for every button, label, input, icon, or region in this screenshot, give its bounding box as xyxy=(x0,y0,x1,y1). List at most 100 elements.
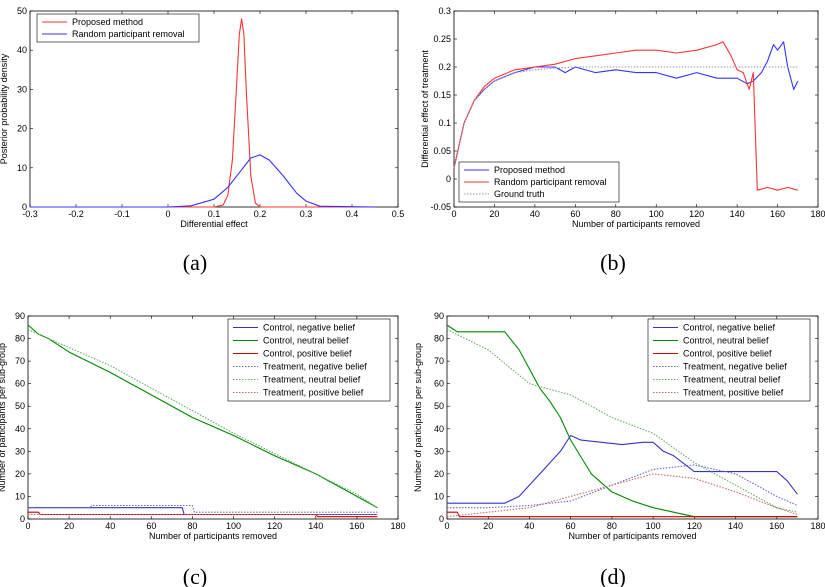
y-tick-label: 0 xyxy=(439,514,444,524)
y-tick-label: 50 xyxy=(15,401,25,411)
x-tick-label: 80 xyxy=(611,209,621,219)
y-tick-label: 0.2 xyxy=(438,62,451,72)
x-tick-label: 80 xyxy=(607,521,617,531)
series-line-5 xyxy=(446,329,798,513)
y-tick-label: 0 xyxy=(22,202,27,212)
x-tick-label: 140 xyxy=(308,521,323,531)
x-axis-label: Number of participants removed xyxy=(572,219,700,229)
legend-label: Control, negative belief xyxy=(683,323,776,333)
x-tick-label: 180 xyxy=(810,209,825,219)
x-tick-label: 120 xyxy=(689,209,704,219)
x-tick-label: -0.3 xyxy=(22,209,38,219)
legend-label: Control, neutral belief xyxy=(263,336,349,346)
chart-panel-a: -0.3 -0.2 -0.1 0 0.1 0.2 0.3 0.4 0.5 0 10 20 30 40 50 D… xyxy=(0,6,404,275)
x-tick-label: 40 xyxy=(530,209,540,219)
series-line-4 xyxy=(28,504,378,513)
legend: Control, negative belief Control, neutral… xyxy=(647,318,811,402)
y-tick-label: 60 xyxy=(15,379,25,389)
x-axis-label: Number of participants removed xyxy=(149,531,277,541)
x-tick-label: 40 xyxy=(524,521,534,531)
x-tick-label: 160 xyxy=(769,521,784,531)
legend-label: Treatment, negative belief xyxy=(263,362,367,372)
panel-label: (b) xyxy=(600,250,626,275)
y-tick-label: 30 xyxy=(15,446,25,456)
series-line-1 xyxy=(447,434,798,504)
y-axis-label: Differential effect of treatment xyxy=(420,50,430,168)
legend-label: Treatment, neutral belief xyxy=(263,375,361,385)
x-tick-label: 160 xyxy=(770,209,785,219)
series-line-1 xyxy=(30,18,375,208)
x-tick-label: 140 xyxy=(730,209,745,219)
y-tick-label: 40 xyxy=(17,45,27,55)
legend-label: Proposed method xyxy=(72,17,143,27)
series-line-6 xyxy=(446,473,798,518)
y-tick-label: 30 xyxy=(434,446,444,456)
y-tick-label: 0.25 xyxy=(433,34,451,44)
x-axis-label: Number of participants removed xyxy=(568,531,696,541)
y-tick-label: 30 xyxy=(17,84,27,94)
y-tick-label: 0.3 xyxy=(438,6,451,16)
y-tick-label: 10 xyxy=(434,491,444,501)
y-tick-label: 0 xyxy=(20,514,25,524)
x-tick-label: 160 xyxy=(349,521,364,531)
x-tick-label: 40 xyxy=(105,521,115,531)
y-axis-label: Posterior probability density xyxy=(0,53,9,164)
series-line-4 xyxy=(447,464,798,509)
x-tick-label: 0 xyxy=(165,209,170,219)
y-tick-label: 40 xyxy=(434,424,444,434)
x-tick-label: 0.1 xyxy=(208,209,221,219)
x-tick-label: 0 xyxy=(451,209,456,219)
panel-label: (d) xyxy=(600,564,626,587)
legend-box xyxy=(36,13,200,43)
y-tick-label: 50 xyxy=(17,6,27,16)
y-axis-label: Number of participants per sub-group xyxy=(413,343,423,492)
x-tick-label: 20 xyxy=(483,521,493,531)
chart-panel-c: 0 20 40 60 80 100 120 140 160 180 0 10 20 30 40 50 60 70 8… xyxy=(0,311,406,587)
y-axis-label: Number of participants per sub-group xyxy=(0,343,7,492)
x-tick-label: 120 xyxy=(687,521,702,531)
series-line-3 xyxy=(447,511,798,518)
x-tick-label: 60 xyxy=(146,521,156,531)
y-tick-label: 0.1 xyxy=(438,118,451,128)
series-line-1 xyxy=(453,41,799,168)
y-tick-label: 40 xyxy=(15,424,25,434)
legend: Control, negative belief Control, neutral… xyxy=(227,318,391,402)
x-tick-label: 100 xyxy=(226,521,241,531)
series-line-2 xyxy=(453,41,798,191)
x-tick-label: 100 xyxy=(646,521,661,531)
x-tick-label: 0.3 xyxy=(300,209,313,219)
x-tick-label: 180 xyxy=(810,521,825,531)
legend: Proposed method Random participant remova… xyxy=(36,13,200,43)
chart-panel-b: 0 20 40 60 80 100 120 140 160 180-0.0500.050.10.1… xyxy=(420,6,825,275)
y-tick-label: 70 xyxy=(15,356,25,366)
legend-label: Ground truth xyxy=(494,189,545,199)
legend-label: Treatment, negative belief xyxy=(683,362,787,372)
x-tick-label: 60 xyxy=(566,521,576,531)
x-tick-label: 100 xyxy=(649,209,664,219)
legend: Proposed method Random participant remova… xyxy=(458,161,620,203)
legend-box xyxy=(227,318,391,402)
legend-box xyxy=(647,318,811,402)
legend-label: Random participant removal xyxy=(72,29,185,39)
legend-label: Treatment, neutral belief xyxy=(683,375,781,385)
x-tick-label: 0 xyxy=(444,521,449,531)
series-line-2 xyxy=(446,324,798,518)
x-tick-label: 0 xyxy=(25,521,30,531)
legend-label: Control, negative belief xyxy=(263,323,356,333)
legend-label: Random participant removal xyxy=(494,177,607,187)
y-tick-label: 10 xyxy=(17,163,27,173)
y-tick-label: 0.05 xyxy=(433,146,451,156)
y-tick-label: 20 xyxy=(17,124,27,134)
x-axis-label: Differential effect xyxy=(180,219,248,229)
y-tick-label: 70 xyxy=(434,356,444,366)
y-tick-label: 0.15 xyxy=(433,90,451,100)
panel-label: (c) xyxy=(183,564,207,587)
x-tick-label: 0.5 xyxy=(392,209,405,219)
x-tick-label: -0.2 xyxy=(68,209,84,219)
x-tick-label: 20 xyxy=(64,521,74,531)
x-tick-label: 80 xyxy=(187,521,197,531)
x-tick-label: 20 xyxy=(489,209,499,219)
legend-label: Control, positive belief xyxy=(683,349,772,359)
x-tick-label: 180 xyxy=(390,521,405,531)
